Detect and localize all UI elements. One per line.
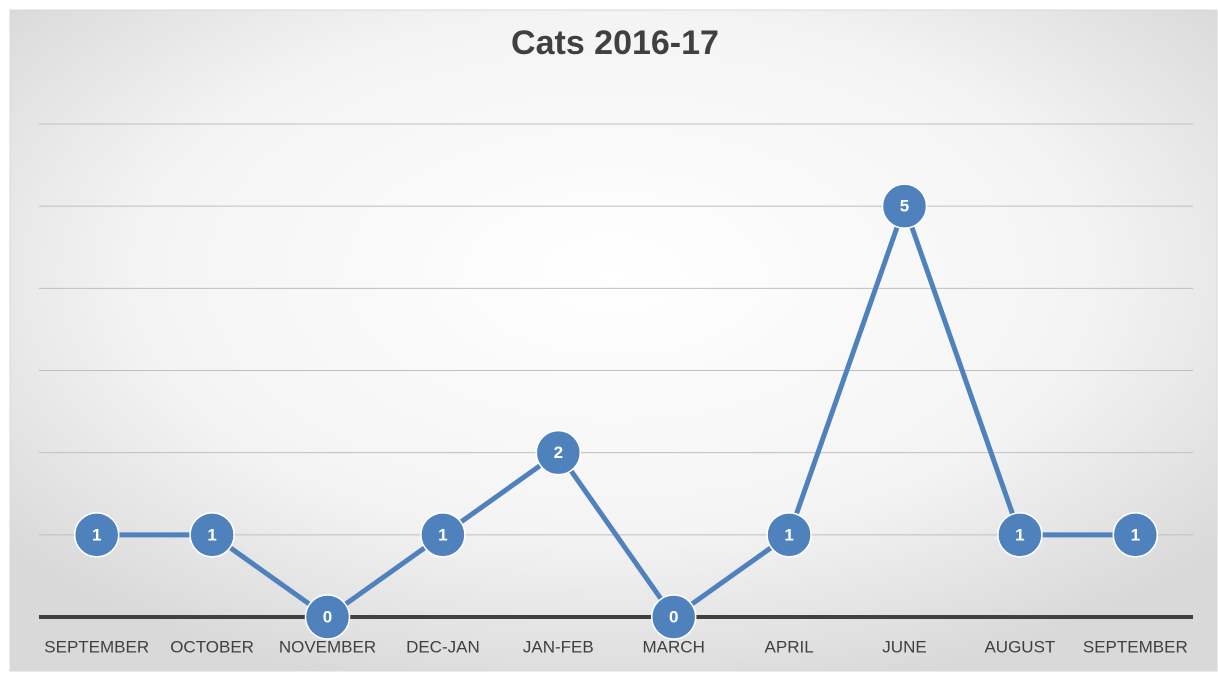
x-tick-label: OCTOBER bbox=[170, 637, 254, 656]
marker bbox=[1112, 512, 1159, 558]
x-tick-label: SEPTEMBER bbox=[1083, 637, 1188, 656]
data-line bbox=[96, 203, 1136, 620]
marker bbox=[189, 512, 235, 558]
x-tick-label: MARCH bbox=[643, 637, 705, 656]
marker bbox=[304, 594, 351, 640]
x-tick-label: SEPTEMBER bbox=[44, 637, 149, 656]
data-label: 1 bbox=[1015, 525, 1024, 544]
marker bbox=[73, 512, 120, 558]
marker bbox=[650, 594, 697, 640]
data-label: 1 bbox=[438, 525, 447, 544]
marker bbox=[766, 512, 812, 558]
chart-title: Cats 2016-17 bbox=[511, 24, 719, 62]
data-label: 0 bbox=[323, 607, 332, 626]
data-label: 1 bbox=[92, 525, 101, 544]
x-tick-label: APRIL bbox=[765, 637, 814, 656]
marker bbox=[997, 512, 1043, 558]
data-label: 5 bbox=[900, 197, 909, 216]
data-label: 1 bbox=[1131, 525, 1140, 544]
x-tick-label: JAN-FEB bbox=[523, 637, 594, 656]
x-tick-label: NOVEMBER bbox=[279, 637, 376, 656]
marker bbox=[420, 512, 466, 558]
x-tick-label: AUGUST bbox=[984, 637, 1055, 656]
marker bbox=[535, 429, 582, 476]
data-label: 0 bbox=[669, 607, 678, 626]
data-label: 1 bbox=[784, 525, 793, 544]
x-tick-label: DEC-JAN bbox=[406, 637, 480, 656]
chart-area bbox=[9, 9, 1218, 672]
marker bbox=[881, 183, 928, 229]
data-label: 1 bbox=[207, 525, 216, 544]
data-label: 2 bbox=[554, 443, 563, 462]
x-tick-label: JUNE bbox=[882, 637, 926, 656]
